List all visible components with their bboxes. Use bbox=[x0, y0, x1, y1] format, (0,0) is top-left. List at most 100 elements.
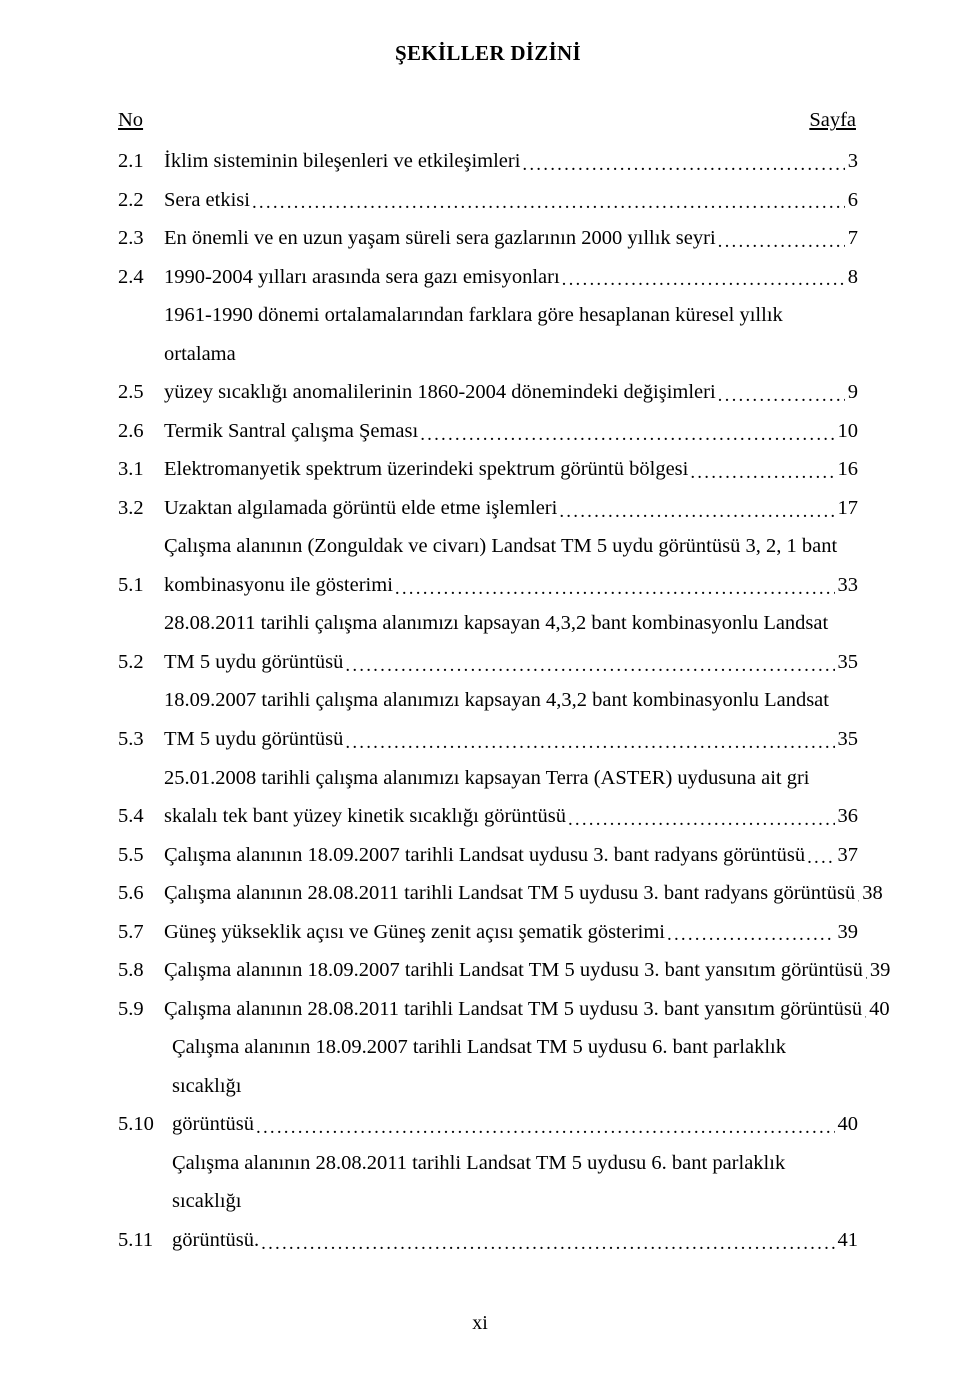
page-container: ŞEKİLLER DİZİNİ No Sayfa 2.1İklim sistem… bbox=[0, 0, 960, 1397]
entry-text-line: TM 5 uydu görüntüsü bbox=[164, 643, 343, 682]
dot-leader bbox=[250, 185, 845, 221]
entry-last-line: skalalı tek bant yüzey kinetik sıcaklığı… bbox=[164, 797, 858, 836]
entry-last-line: kombinasyonu ile gösterimi33 bbox=[164, 566, 858, 605]
dot-leader bbox=[418, 417, 834, 453]
entry-last-line: yüzey sıcaklığı anomalilerinin 1860-2004… bbox=[164, 373, 858, 412]
entry-text-wrap: 1990-2004 yılları arasında sera gazı emi… bbox=[164, 258, 858, 297]
entry-text-line: En önemli ve en uzun yaşam süreli sera g… bbox=[164, 219, 716, 258]
entry-text-wrap: Güneş yükseklik açısı ve Güneş zenit açı… bbox=[164, 913, 858, 952]
entry-number: 2.3 bbox=[118, 219, 164, 258]
entry-last-line: Uzaktan algılamada görüntü elde etme işl… bbox=[164, 489, 858, 528]
dot-leader bbox=[393, 571, 835, 607]
toc-entries: 2.1İklim sisteminin bileşenleri ve etkil… bbox=[118, 142, 858, 1259]
header-sayfa: Sayfa bbox=[809, 101, 858, 140]
toc-entry: 2.1İklim sisteminin bileşenleri ve etkil… bbox=[118, 142, 858, 181]
dot-leader bbox=[716, 378, 845, 414]
toc-entry: 5.10Çalışma alanının 18.09.2007 tarihli … bbox=[118, 1028, 858, 1144]
entry-last-line: 1990-2004 yılları arasında sera gazı emi… bbox=[164, 258, 858, 297]
entry-text-line: Uzaktan algılamada görüntü elde etme işl… bbox=[164, 489, 557, 528]
entry-last-line: Sera etkisi 6 bbox=[164, 181, 858, 220]
toc-entry: 5.318.09.2007 tarihli çalışma alanımızı … bbox=[118, 681, 858, 758]
entry-number: 5.5 bbox=[118, 836, 164, 875]
toc-entry: 5.228.08.2011 tarihli çalışma alanımızı … bbox=[118, 604, 858, 681]
entry-text-line: Güneş yükseklik açısı ve Güneş zenit açı… bbox=[164, 913, 665, 952]
entry-last-line: En önemli ve en uzun yaşam süreli sera g… bbox=[164, 219, 858, 258]
dot-leader bbox=[863, 956, 867, 992]
entry-text-line: Çalışma alanının 28.08.2011 tarihli Land… bbox=[164, 990, 862, 1029]
entry-page-number: 3 bbox=[845, 142, 858, 181]
entry-last-line: TM 5 uydu görüntüsü 35 bbox=[164, 720, 858, 759]
entry-text-line: kombinasyonu ile gösterimi bbox=[164, 566, 393, 605]
entry-page-number: 37 bbox=[835, 836, 859, 875]
entry-number: 2.5 bbox=[118, 373, 164, 412]
entry-text-line: Çalışma alanının 18.09.2007 tarihli Land… bbox=[164, 836, 805, 875]
entry-text-line: TM 5 uydu görüntüsü bbox=[164, 720, 343, 759]
entry-number: 3.1 bbox=[118, 450, 164, 489]
entry-number: 5.1 bbox=[118, 566, 164, 605]
toc-entry: 5.7Güneş yükseklik açısı ve Güneş zenit … bbox=[118, 913, 858, 952]
entry-number: 5.6 bbox=[118, 874, 164, 913]
list-of-figures-title: ŞEKİLLER DİZİNİ bbox=[118, 34, 858, 73]
entry-last-line: Çalışma alanının 18.09.2007 tarihli Land… bbox=[164, 836, 858, 875]
entry-page-number: 8 bbox=[845, 258, 858, 297]
toc-entry: 2.41990-2004 yılları arasında sera gazı … bbox=[118, 258, 858, 297]
entry-last-line: Çalışma alanının 28.08.2011 tarihli Land… bbox=[164, 874, 858, 913]
entry-page-number: 35 bbox=[835, 643, 859, 682]
entry-number: 2.2 bbox=[118, 181, 164, 220]
entry-page-number: 16 bbox=[835, 450, 859, 489]
entry-text-line: görüntüsü bbox=[172, 1105, 254, 1144]
entry-text-wrap: Çalışma alanının 18.09.2007 tarihli Land… bbox=[164, 836, 858, 875]
entry-page-number: 39 bbox=[867, 951, 891, 990]
entry-last-line: İklim sisteminin bileşenleri ve etkileşi… bbox=[164, 142, 858, 181]
entry-text-line: Çalışma alanının (Zonguldak ve civarı) L… bbox=[164, 527, 858, 566]
entry-number: 5.2 bbox=[118, 643, 164, 682]
entry-text-line: Çalışma alanının 28.08.2011 tarihli Land… bbox=[164, 874, 855, 913]
entry-text-wrap: Çalışma alanının 18.09.2007 tarihli Land… bbox=[164, 951, 858, 990]
entry-text-line: skalalı tek bant yüzey kinetik sıcaklığı… bbox=[164, 797, 566, 836]
entry-text-wrap: Çalışma alanının 28.08.2011 tarihli Land… bbox=[172, 1144, 858, 1260]
dot-leader bbox=[862, 995, 866, 1031]
toc-entry: 5.11Çalışma alanının 28.08.2011 tarihli … bbox=[118, 1144, 858, 1260]
entry-text-line: Çalışma alanının 18.09.2007 tarihli Land… bbox=[164, 951, 863, 990]
toc-entry: 5.1Çalışma alanının (Zonguldak ve civarı… bbox=[118, 527, 858, 604]
entry-text-line: Elektromanyetik spektrum üzerindeki spek… bbox=[164, 450, 688, 489]
entry-text-line: Termik Santral çalışma Şeması bbox=[164, 412, 418, 451]
dot-leader bbox=[259, 1226, 834, 1262]
entry-text-line: Sera etkisi bbox=[164, 181, 250, 220]
entry-text-wrap: En önemli ve en uzun yaşam süreli sera g… bbox=[164, 219, 858, 258]
entry-number: 3.2 bbox=[118, 489, 164, 528]
dot-leader bbox=[855, 879, 859, 915]
entry-text-line: Çalışma alanının 18.09.2007 tarihli Land… bbox=[172, 1028, 858, 1105]
entry-page-number: 35 bbox=[835, 720, 859, 759]
entry-text-line: 18.09.2007 tarihli çalışma alanımızı kap… bbox=[164, 681, 858, 720]
dot-leader bbox=[520, 147, 844, 183]
entry-last-line: Termik Santral çalışma Şeması10 bbox=[164, 412, 858, 451]
entry-text-wrap: 25.01.2008 tarihli çalışma alanımızı kap… bbox=[164, 759, 858, 836]
entry-page-number: 36 bbox=[835, 797, 859, 836]
toc-entry: 3.2Uzaktan algılamada görüntü elde etme … bbox=[118, 489, 858, 528]
toc-entry: 2.6Termik Santral çalışma Şeması10 bbox=[118, 412, 858, 451]
entry-page-number: 39 bbox=[835, 913, 859, 952]
dot-leader bbox=[254, 1110, 835, 1146]
dot-leader bbox=[688, 455, 834, 491]
toc-entry: 5.9Çalışma alanının 28.08.2011 tarihli L… bbox=[118, 990, 858, 1029]
entry-page-number: 40 bbox=[866, 990, 890, 1029]
entry-number: 5.8 bbox=[118, 951, 164, 990]
entry-text-line: görüntüsü. bbox=[172, 1221, 259, 1260]
entry-text-wrap: 18.09.2007 tarihli çalışma alanımızı kap… bbox=[164, 681, 858, 758]
toc-entry: 5.5Çalışma alanının 18.09.2007 tarihli L… bbox=[118, 836, 858, 875]
entry-text-wrap: Sera etkisi 6 bbox=[164, 181, 858, 220]
entry-text-wrap: 1961-1990 dönemi ortalamalarından farkla… bbox=[164, 296, 858, 412]
entry-last-line: Çalışma alanının 28.08.2011 tarihli Land… bbox=[164, 990, 858, 1029]
entry-text-line: İklim sisteminin bileşenleri ve etkileşi… bbox=[164, 142, 520, 181]
entry-text-wrap: Çalışma alanının 28.08.2011 tarihli Land… bbox=[164, 874, 858, 913]
toc-entry: 5.425.01.2008 tarihli çalışma alanımızı … bbox=[118, 759, 858, 836]
entry-last-line: görüntüsü40 bbox=[172, 1105, 858, 1144]
dot-leader bbox=[665, 917, 835, 953]
entry-page-number: 38 bbox=[859, 874, 883, 913]
entry-text-wrap: Termik Santral çalışma Şeması10 bbox=[164, 412, 858, 451]
entry-page-number: 6 bbox=[845, 181, 858, 220]
dot-leader bbox=[343, 725, 834, 761]
dot-leader bbox=[343, 648, 834, 684]
toc-entry: 3.1Elektromanyetik spektrum üzerindeki s… bbox=[118, 450, 858, 489]
